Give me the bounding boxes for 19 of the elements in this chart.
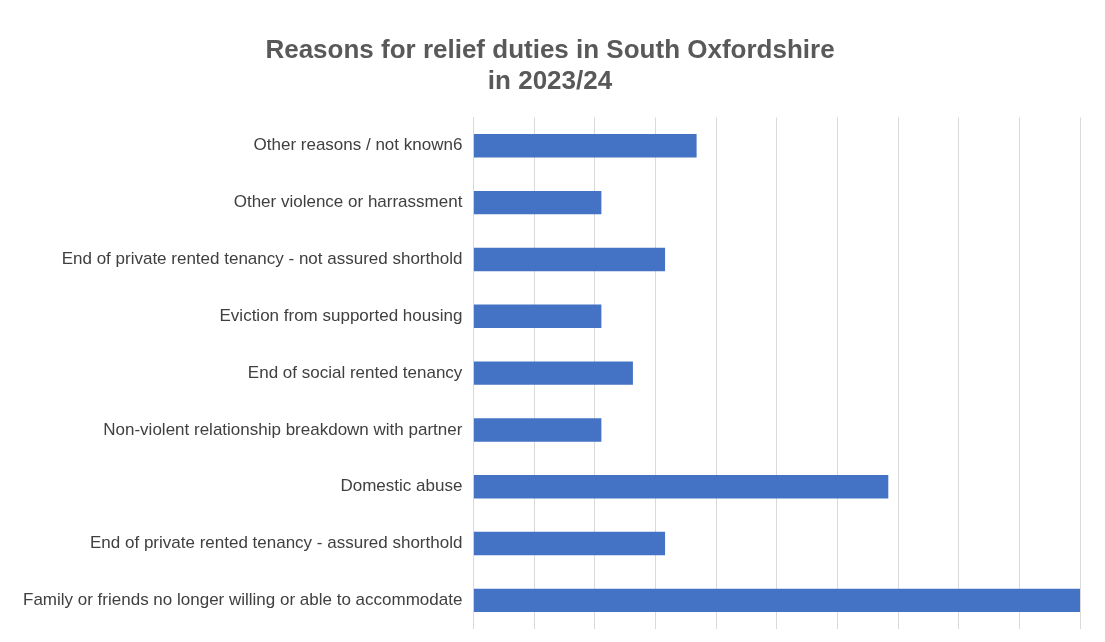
bar <box>473 588 1080 613</box>
bar <box>473 475 889 499</box>
chart-title: Reasons for relief duties in South Oxfordshire in 2023/24 <box>265 33 835 95</box>
bar <box>473 531 666 556</box>
y-tick-label: Family or friends no longer willing or able to accommodate <box>22 590 463 610</box>
y-tick-label: Domestic abuse <box>340 476 463 496</box>
bar <box>473 247 666 272</box>
y-tick-label: End of social rented tenancy <box>247 362 463 382</box>
bar <box>473 418 602 442</box>
y-tick-label: Other reasons / not known6 <box>253 135 463 155</box>
y-tick-label: End of private rented tenancy - assured shorthold <box>90 533 463 553</box>
bar <box>473 304 602 328</box>
y-tick-label: Eviction from supported housing <box>219 305 463 325</box>
y-tick-label: Other violence or harrassment <box>233 192 463 212</box>
y-tick-label: Non-violent relationship breakdown with partner <box>103 419 463 439</box>
bar <box>473 361 633 385</box>
bar <box>473 134 697 158</box>
y-tick-label: End of private rented tenancy - not assured shorthold <box>61 249 463 269</box>
bar <box>473 190 602 215</box>
